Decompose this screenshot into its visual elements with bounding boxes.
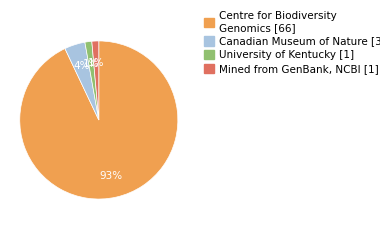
Wedge shape (92, 41, 99, 120)
Legend: Centre for Biodiversity
Genomics [66], Canadian Museum of Nature [3], University: Centre for Biodiversity Genomics [66], C… (203, 10, 380, 75)
Text: 1%: 1% (83, 59, 100, 69)
Wedge shape (20, 41, 178, 199)
Text: 4%: 4% (73, 61, 90, 71)
Wedge shape (65, 42, 99, 120)
Text: 1%: 1% (88, 58, 105, 68)
Wedge shape (85, 41, 99, 120)
Text: 93%: 93% (100, 171, 123, 180)
